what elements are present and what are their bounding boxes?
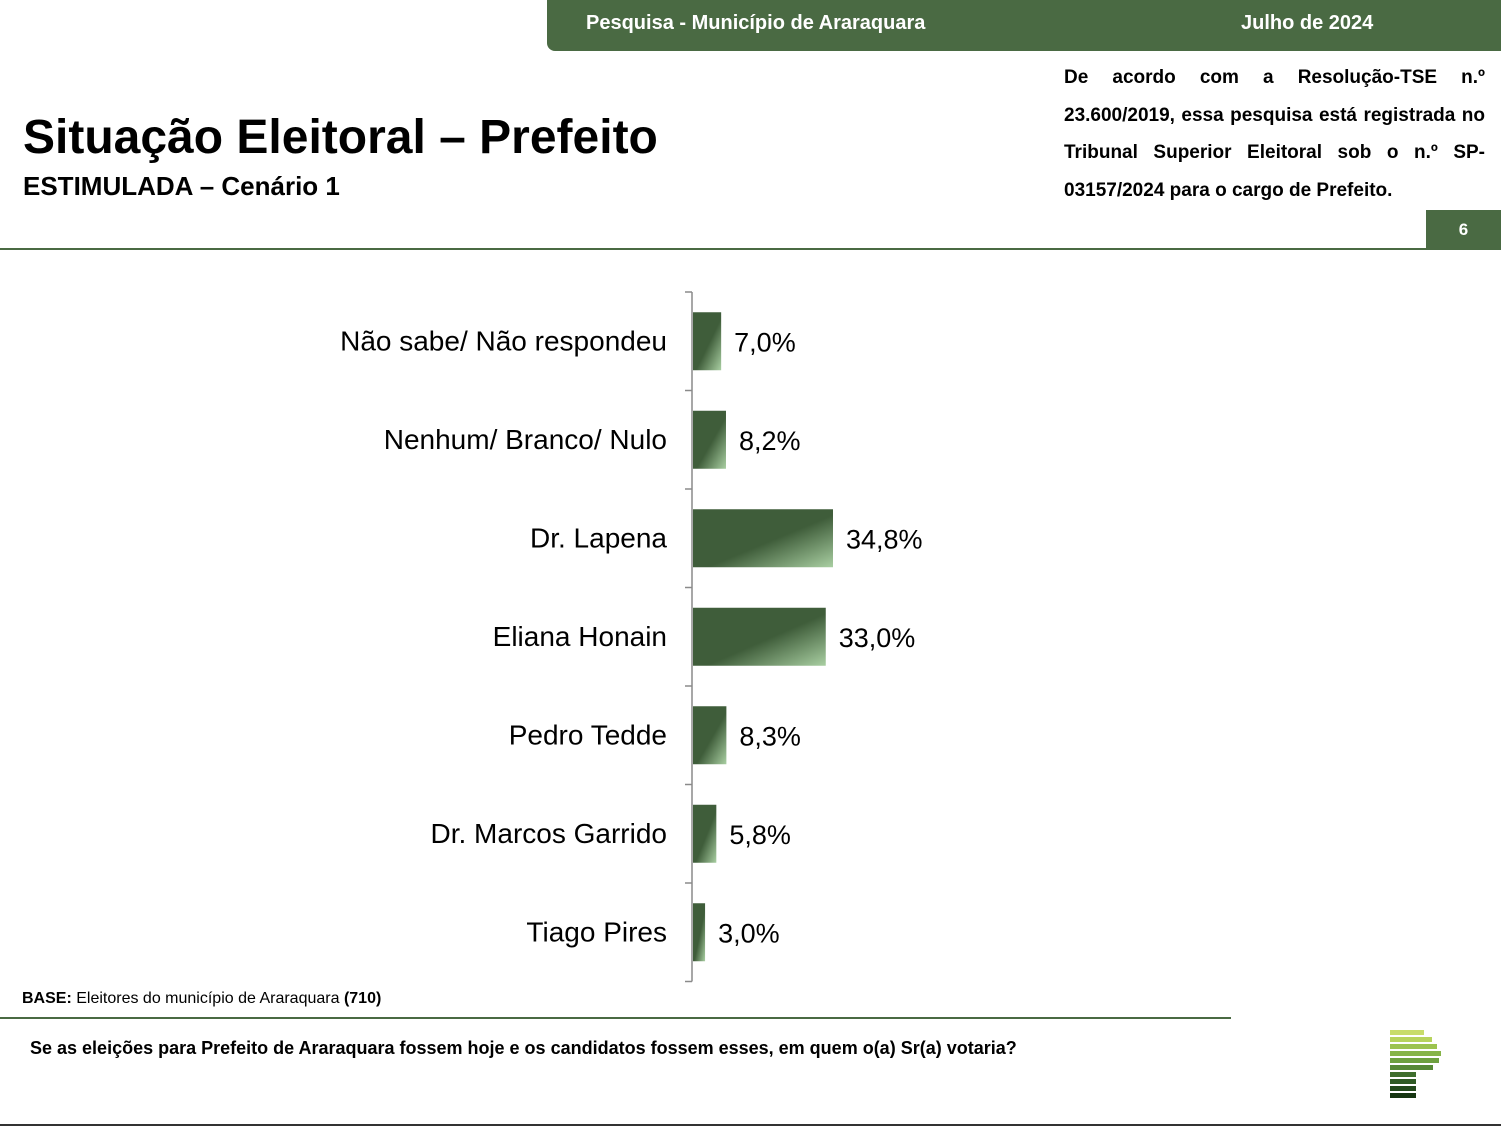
category-label: Dr. Lapena [530,522,667,553]
category-label: Não sabe/ Não respondeu [340,325,667,356]
category-label: Nenhum/ Branco/ Nulo [384,424,667,455]
base-label: BASE: [22,990,72,1007]
data-label: 8,3% [739,721,801,751]
bar [693,312,722,371]
category-label: Pedro Tedde [509,719,667,750]
data-label: 33,0% [839,623,916,653]
category-label: Tiago Pires [526,916,667,947]
header-divider [0,248,1501,250]
bar [693,706,727,765]
bar-chart: Não sabe/ Não respondeu 7,0% Nenhum/ Branc… [340,291,923,983]
registration-notice: De acordo com a Resolução-TSE n.º 23.600… [1064,67,1485,201]
data-label: 34,8% [846,524,923,554]
base-count: (710) [343,990,382,1007]
survey-title: Pesquisa - Município de Araraquara [586,12,926,34]
page-title: Situação Eleitoral – Prefeito [23,111,658,164]
header-bar: Pesquisa - Município de Araraquara Julho… [547,0,1501,51]
bar [693,509,833,568]
page-number: 6 [1426,210,1501,249]
footer-divider [0,1017,1231,1019]
data-label: 7,0% [734,327,796,357]
data-label: 3,0% [718,918,780,948]
category-label: Eliana Honain [493,621,667,652]
data-label: 5,8% [729,820,791,850]
bar [693,804,717,863]
bar [693,410,726,469]
data-label: 8,2% [739,426,801,456]
page-subtitle: ESTIMULADA – Cenário 1 [23,171,340,201]
category-label: Dr. Marcos Garrido [431,818,668,849]
base-note: BASE: Eleitores do município de Araraqua… [22,990,381,1008]
bar [693,607,826,666]
bar [693,903,706,962]
survey-question: Se as eleições para Prefeito de Araraqua… [30,1038,1017,1058]
company-logo [1390,1030,1441,1098]
page-bottom-border [0,1124,1501,1126]
survey-date: Julho de 2024 [1241,12,1374,34]
base-text: Eleitores do município de Araraquara [76,990,340,1007]
